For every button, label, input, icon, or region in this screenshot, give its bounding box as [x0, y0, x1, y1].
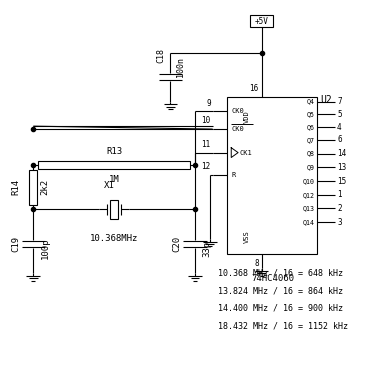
Text: R14: R14: [11, 179, 20, 196]
Text: VSS: VSS: [244, 230, 250, 243]
Text: 15: 15: [337, 177, 346, 185]
Text: 14.400 MHz / 16 = 900 kHz: 14.400 MHz / 16 = 900 kHz: [218, 304, 343, 313]
Text: U2: U2: [320, 95, 332, 105]
Text: 9: 9: [206, 99, 211, 108]
Bar: [110, 200, 118, 219]
Text: VDD: VDD: [244, 110, 250, 123]
Bar: [29, 170, 37, 204]
Text: 13: 13: [337, 163, 346, 172]
Text: +5V: +5V: [255, 17, 268, 26]
Text: 33p: 33p: [202, 241, 211, 257]
Text: C18: C18: [157, 48, 166, 63]
Text: R: R: [231, 172, 236, 178]
Bar: [38, 161, 190, 169]
Text: Q14: Q14: [303, 219, 315, 225]
Text: Q9: Q9: [307, 164, 315, 170]
Text: Q5: Q5: [307, 111, 315, 118]
Text: C19: C19: [11, 236, 20, 252]
Text: 2: 2: [337, 204, 342, 213]
Text: 8: 8: [254, 259, 259, 268]
Text: Q7: Q7: [307, 137, 315, 143]
Bar: [250, 15, 274, 27]
Text: 10.368MHz: 10.368MHz: [90, 234, 138, 243]
Text: 100n: 100n: [177, 57, 185, 77]
Text: CK1: CK1: [239, 150, 252, 155]
Text: 10: 10: [201, 116, 211, 125]
Text: Q8: Q8: [307, 151, 315, 157]
Text: 100p: 100p: [40, 238, 50, 260]
Text: X1: X1: [104, 181, 114, 191]
Text: 3: 3: [337, 218, 342, 227]
Text: C20: C20: [173, 236, 182, 252]
Text: 13.824 MHz / 16 = 864 kHz: 13.824 MHz / 16 = 864 kHz: [218, 286, 343, 295]
Text: 18.432 MHz / 16 = 1152 kHz: 18.432 MHz / 16 = 1152 kHz: [218, 322, 348, 331]
Text: 16: 16: [249, 84, 259, 93]
Bar: [227, 97, 317, 254]
Text: Q6: Q6: [307, 124, 315, 130]
Text: R13: R13: [106, 147, 122, 156]
Text: Q13: Q13: [303, 205, 315, 211]
Text: Q12: Q12: [303, 192, 315, 198]
Text: 4: 4: [337, 123, 342, 132]
Text: 2k2: 2k2: [40, 179, 50, 196]
Text: CK0: CK0: [231, 108, 244, 115]
Text: Q10: Q10: [303, 178, 315, 184]
Text: 11: 11: [201, 140, 211, 149]
Text: 12: 12: [201, 162, 211, 171]
Text: 5: 5: [337, 110, 342, 119]
Text: 1M: 1M: [109, 174, 120, 184]
Text: 10.368 MHz / 16 = 648 kHz: 10.368 MHz / 16 = 648 kHz: [218, 269, 343, 278]
Text: 6: 6: [337, 135, 342, 145]
Text: Q4: Q4: [307, 99, 315, 105]
Text: 1: 1: [337, 190, 342, 199]
Text: 14: 14: [337, 149, 346, 158]
Text: CK0: CK0: [231, 126, 244, 132]
Text: 7: 7: [337, 97, 342, 106]
Text: 74HC4060: 74HC4060: [251, 273, 294, 283]
